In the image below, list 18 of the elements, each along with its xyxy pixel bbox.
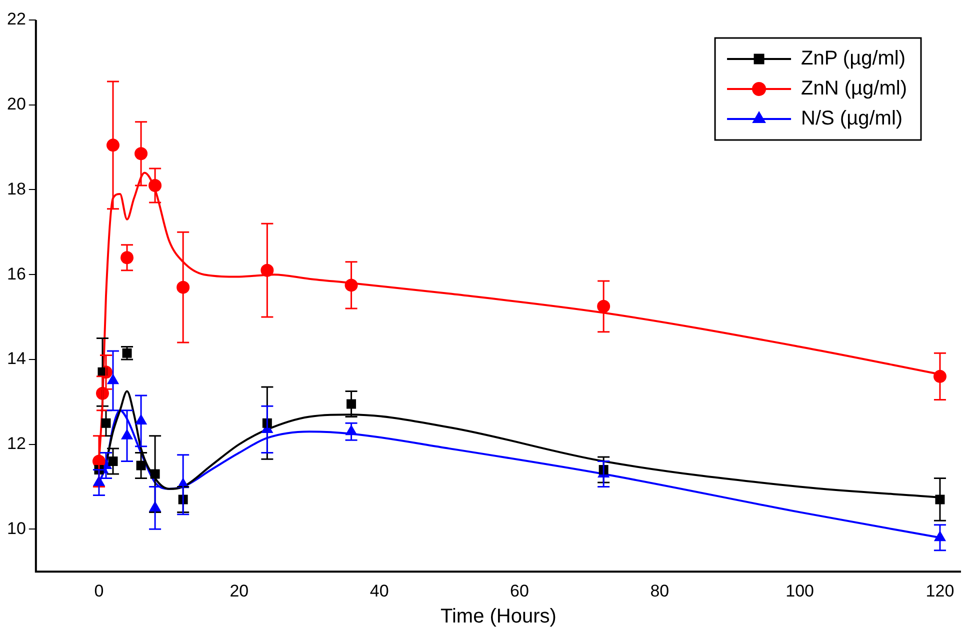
legend-label: N/S (µg/ml) bbox=[801, 108, 903, 130]
x-tick-label: 20 bbox=[230, 581, 249, 600]
x-tick-label: 60 bbox=[510, 581, 529, 600]
x-axis-title: Time (Hours) bbox=[440, 606, 556, 628]
legend-label: ZnN (µg/ml) bbox=[801, 78, 907, 100]
y-tick-label: 14 bbox=[6, 349, 26, 368]
x-tick-label: 40 bbox=[370, 581, 389, 600]
y-tick-label: 20 bbox=[6, 94, 26, 114]
y-tick-label: 16 bbox=[6, 264, 26, 284]
y-tick-label: 22 bbox=[6, 10, 26, 29]
legend-label: ZnP (µg/ml) bbox=[801, 48, 906, 70]
y-tick-label: 12 bbox=[6, 434, 26, 453]
x-tick-label: 120 bbox=[926, 581, 954, 600]
x-tick-label: 0 bbox=[94, 581, 104, 600]
y-tick-label: 10 bbox=[6, 518, 26, 538]
x-tick-label: 100 bbox=[786, 581, 814, 600]
x-tick-label: 80 bbox=[650, 581, 670, 600]
y-tick-label: 18 bbox=[6, 179, 26, 198]
